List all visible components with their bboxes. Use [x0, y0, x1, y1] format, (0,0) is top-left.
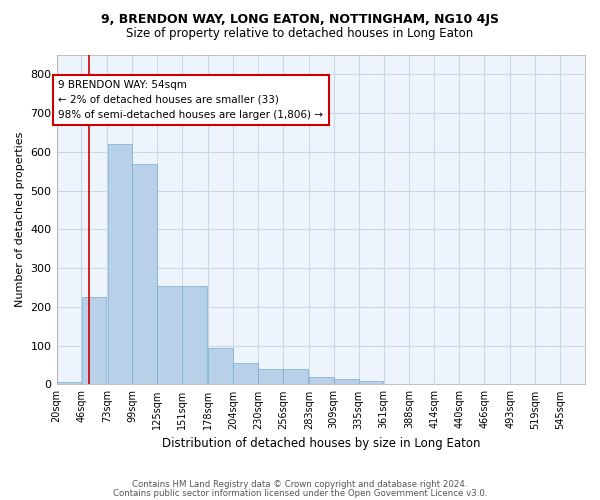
Y-axis label: Number of detached properties: Number of detached properties: [15, 132, 25, 308]
Bar: [283, 369, 308, 384]
Bar: [182, 286, 207, 384]
Text: Contains HM Land Registry data © Crown copyright and database right 2024.: Contains HM Land Registry data © Crown c…: [132, 480, 468, 489]
Bar: [334, 378, 359, 384]
Text: 9, BRENDON WAY, LONG EATON, NOTTINGHAM, NG10 4JS: 9, BRENDON WAY, LONG EATON, NOTTINGHAM, …: [101, 12, 499, 26]
Bar: [309, 376, 334, 384]
Bar: [107, 144, 132, 384]
Bar: [133, 164, 157, 384]
X-axis label: Distribution of detached houses by size in Long Eaton: Distribution of detached houses by size …: [161, 437, 480, 450]
Text: Size of property relative to detached houses in Long Eaton: Size of property relative to detached ho…: [127, 28, 473, 40]
Bar: [208, 348, 233, 385]
Bar: [359, 380, 383, 384]
Text: 9 BRENDON WAY: 54sqm
← 2% of detached houses are smaller (33)
98% of semi-detach: 9 BRENDON WAY: 54sqm ← 2% of detached ho…: [58, 80, 323, 120]
Bar: [56, 382, 82, 384]
Bar: [233, 363, 258, 384]
Bar: [82, 297, 106, 384]
Bar: [258, 369, 283, 384]
Bar: [157, 286, 182, 384]
Text: Contains public sector information licensed under the Open Government Licence v3: Contains public sector information licen…: [113, 488, 487, 498]
